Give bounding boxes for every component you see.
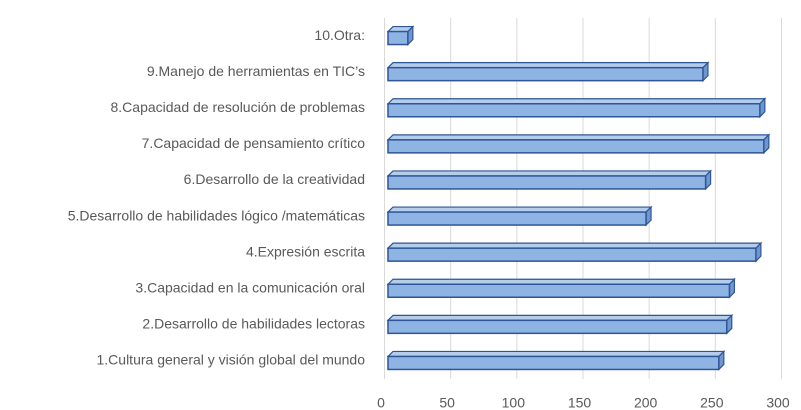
- y-tick-label: 4.Expresión escrita: [246, 243, 365, 259]
- y-tick-label: 5.Desarrollo de habilidades lógico /mate…: [68, 207, 365, 223]
- x-tick-label: 200: [634, 395, 658, 410]
- x-tick-label: 50: [439, 395, 455, 410]
- bar: [387, 66, 704, 82]
- bar: [387, 247, 757, 262]
- bar: [387, 139, 765, 154]
- bar: [387, 355, 720, 371]
- x-tick-label: 300: [766, 395, 790, 410]
- y-tick-label: 7.Capacidad de pensamiento crítico: [142, 135, 366, 151]
- bar: [387, 30, 409, 46]
- y-tick-label: 1.Cultura general y visión global del mu…: [97, 352, 366, 368]
- x-tick-label: 0: [377, 395, 385, 410]
- y-tick-label: 9.Manejo de herramientas en TIC’s: [147, 63, 365, 79]
- y-tick-label: 8.Capacidad de resolución de problemas: [111, 99, 366, 115]
- y-tick-label: 3.Capacidad en la comunicación oral: [135, 279, 365, 295]
- bar: [387, 319, 728, 335]
- x-tick-label: 100: [502, 395, 526, 410]
- x-tick-label: 250: [700, 395, 724, 410]
- y-tick-label: 2.Desarrollo de habilidades lectoras: [142, 316, 365, 332]
- y-tick-label: 6.Desarrollo de la creatividad: [184, 171, 365, 187]
- bar: [387, 283, 731, 298]
- x-tick-label: 150: [568, 395, 592, 410]
- bar: [387, 211, 647, 226]
- y-tick-label: 10.Otra:: [314, 27, 365, 43]
- bar: [387, 175, 707, 190]
- bar: [387, 103, 761, 118]
